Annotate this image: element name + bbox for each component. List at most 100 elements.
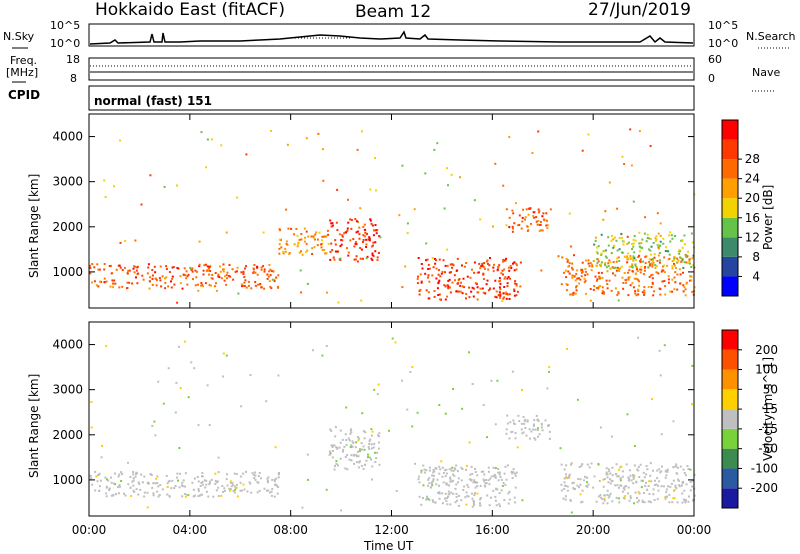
data-pixel bbox=[635, 258, 637, 261]
data-pixel bbox=[347, 254, 350, 257]
data-pixel bbox=[507, 492, 510, 495]
data-pixel bbox=[287, 227, 290, 230]
data-pixel bbox=[506, 464, 509, 467]
data-pixel bbox=[225, 283, 228, 286]
data-pixel bbox=[659, 244, 662, 247]
data-pixel bbox=[647, 248, 650, 251]
data-pixel bbox=[438, 465, 441, 468]
data-pixel bbox=[376, 256, 379, 259]
data-pixel bbox=[138, 482, 141, 485]
data-pixel bbox=[98, 485, 101, 488]
data-pixel bbox=[568, 474, 571, 477]
data-pixel bbox=[651, 265, 654, 268]
data-pixel bbox=[121, 285, 124, 288]
data-pixel bbox=[450, 469, 453, 472]
data-pixel bbox=[129, 486, 132, 489]
data-pixel bbox=[621, 490, 624, 493]
data-pixel bbox=[634, 290, 637, 293]
data-pixel bbox=[330, 222, 333, 225]
data-pixel bbox=[435, 277, 438, 280]
data-pixel bbox=[341, 234, 344, 237]
data-pixel bbox=[616, 293, 619, 296]
data-pixel bbox=[688, 258, 691, 261]
noise-pixel bbox=[305, 137, 308, 140]
data-pixel bbox=[622, 240, 625, 243]
colorbar-segment bbox=[722, 198, 738, 218]
data-pixel bbox=[468, 478, 471, 481]
noise-pixel bbox=[657, 247, 660, 250]
data-pixel bbox=[151, 274, 154, 277]
data-pixel bbox=[606, 473, 609, 476]
data-pixel bbox=[621, 276, 624, 279]
data-pixel bbox=[612, 261, 615, 264]
data-pixel bbox=[493, 475, 495, 478]
data-pixel bbox=[569, 293, 572, 296]
data-pixel bbox=[466, 464, 468, 467]
data-pixel bbox=[344, 467, 347, 470]
data-pixel bbox=[330, 444, 333, 447]
data-pixel bbox=[495, 296, 498, 299]
data-pixel bbox=[448, 468, 451, 471]
data-pixel bbox=[368, 239, 371, 242]
data-pixel bbox=[304, 236, 307, 239]
noise-pixel bbox=[404, 265, 407, 268]
data-pixel bbox=[644, 262, 647, 265]
data-pixel bbox=[636, 268, 638, 271]
noise-pixel bbox=[411, 425, 414, 428]
data-pixel bbox=[634, 263, 637, 266]
data-pixel bbox=[629, 255, 632, 257]
data-pixel bbox=[483, 278, 485, 280]
data-pixel bbox=[633, 235, 636, 237]
noise-pixel bbox=[140, 203, 143, 206]
data-pixel bbox=[516, 290, 519, 293]
data-pixel bbox=[284, 250, 287, 253]
data-pixel bbox=[572, 291, 575, 294]
data-pixel bbox=[664, 250, 667, 252]
data-pixel bbox=[635, 272, 637, 275]
data-pixel bbox=[527, 213, 530, 216]
data-pixel bbox=[236, 495, 239, 498]
data-pixel bbox=[505, 297, 508, 300]
data-pixel bbox=[512, 471, 515, 474]
data-pixel bbox=[295, 227, 298, 230]
data-pixel bbox=[455, 483, 458, 486]
data-pixel bbox=[152, 492, 155, 495]
data-pixel bbox=[456, 470, 459, 473]
data-pixel bbox=[605, 471, 608, 474]
data-pixel bbox=[509, 264, 512, 267]
data-pixel bbox=[187, 273, 190, 276]
noise-pixel bbox=[245, 153, 248, 156]
data-pixel bbox=[457, 282, 460, 285]
data-pixel bbox=[634, 239, 637, 242]
data-pixel bbox=[437, 281, 440, 284]
data-pixel bbox=[637, 293, 640, 296]
data-pixel bbox=[513, 222, 516, 225]
noise-pixel bbox=[299, 269, 302, 272]
noise-pixel bbox=[406, 232, 409, 235]
data-pixel bbox=[351, 440, 354, 443]
noise-pixel bbox=[608, 181, 611, 184]
data-pixel bbox=[492, 287, 495, 290]
data-pixel bbox=[300, 250, 302, 253]
data-pixel bbox=[445, 468, 448, 471]
data-pixel bbox=[631, 265, 634, 268]
data-pixel bbox=[654, 264, 657, 267]
data-pixel bbox=[682, 468, 685, 471]
data-pixel bbox=[583, 277, 586, 280]
data-pixel bbox=[109, 264, 112, 267]
data-pixel bbox=[418, 481, 421, 484]
noise-pixel bbox=[307, 478, 310, 481]
summary-panels bbox=[12, 23, 790, 111]
data-pixel bbox=[229, 480, 232, 483]
data-pixel bbox=[105, 280, 108, 283]
data-pixel bbox=[622, 287, 625, 290]
data-pixel bbox=[166, 486, 169, 488]
data-pixel bbox=[485, 482, 488, 485]
data-pixel bbox=[616, 484, 619, 487]
data-pixel bbox=[473, 503, 475, 506]
data-pixel bbox=[498, 503, 501, 506]
data-pixel bbox=[229, 489, 231, 492]
data-pixel bbox=[570, 462, 573, 465]
noise-pixel bbox=[548, 366, 551, 369]
data-pixel bbox=[517, 224, 520, 227]
